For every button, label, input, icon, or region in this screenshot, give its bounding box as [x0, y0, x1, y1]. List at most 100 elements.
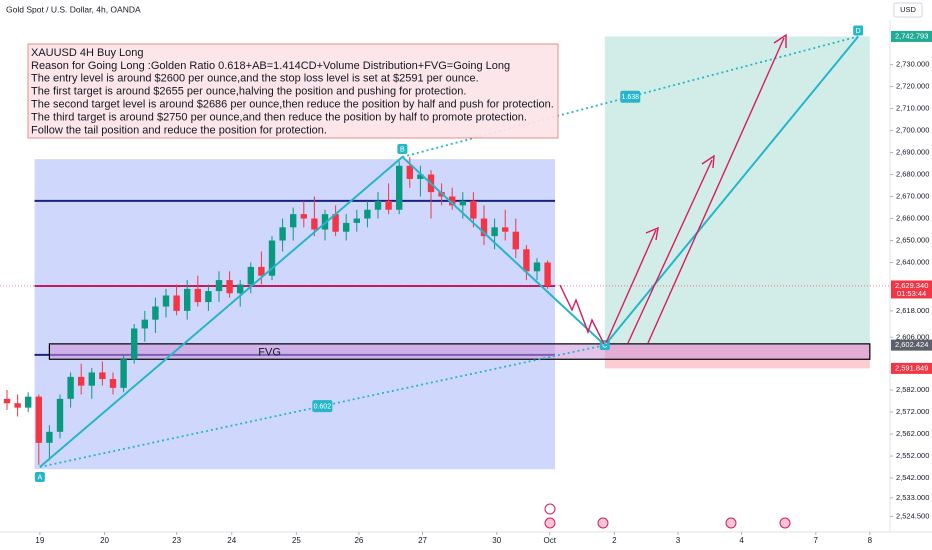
pattern-label: A [38, 474, 43, 481]
candle-body [194, 288, 201, 303]
ratio-label: 1.638 [622, 94, 640, 101]
y-tick-label: 2,582.000 [896, 385, 929, 394]
y-tick-label: 2,572.000 [896, 407, 929, 416]
y-tick-label: 2,710.000 [896, 104, 929, 113]
pattern-line [39, 35, 859, 468]
price-label: 2,602.424 [895, 340, 928, 349]
candle-body [512, 231, 519, 250]
x-tick-label: 30 [492, 536, 501, 545]
candle-body [14, 403, 21, 408]
range-box [34, 159, 556, 470]
countdown: 01:53:44 [897, 289, 926, 298]
candle-body [300, 214, 307, 219]
candle-body [162, 295, 170, 307]
pattern-badge [34, 472, 45, 483]
y-tick-label: 2,606.000 [896, 332, 929, 341]
candle-body [470, 200, 477, 219]
price-label: 2,629.340 [895, 281, 928, 290]
y-tick-label: 2,680.000 [896, 170, 929, 179]
candle-body [533, 262, 541, 272]
candle-body [35, 396, 42, 443]
y-tick-label: 2,542.000 [896, 473, 929, 482]
candle-body [88, 372, 95, 386]
pattern-label: B [400, 146, 405, 153]
target-zone [604, 36, 870, 346]
y-tick-label: 2,524.500 [896, 511, 929, 520]
x-tick-label: 19 [35, 536, 44, 545]
candle-body [502, 227, 509, 232]
annotation-line: The second target level is around $2686 … [31, 99, 554, 111]
candle-body [544, 262, 551, 286]
candle-body [258, 266, 265, 276]
candle-body [3, 398, 11, 404]
candle-body [67, 376, 74, 399]
ratio-line [39, 344, 606, 468]
candle-body [332, 214, 339, 232]
pattern-label: C [602, 342, 607, 349]
candle-body [417, 174, 424, 179]
pattern-badge [599, 340, 610, 351]
candle-body [279, 227, 286, 241]
fvg-label: FVG [258, 346, 281, 358]
x-tick-label: 24 [227, 536, 236, 545]
plot: 2,730.000 2,720.000 2,710.000 2,700.000 2,69… [0, 25, 929, 545]
candle-body [364, 209, 371, 219]
price-label-bg [891, 30, 932, 42]
price-label-bg [891, 280, 932, 299]
candle-body [152, 306, 159, 320]
price-label: 2,742.793 [895, 31, 928, 40]
y-tick-label: 2,533.000 [896, 493, 929, 502]
candle-body [491, 227, 498, 237]
currency-button[interactable] [893, 2, 923, 18]
candle-body [205, 291, 212, 303]
projection-arrows [559, 33, 787, 345]
x-tick-label: 7 [814, 536, 819, 545]
candle-body [215, 280, 223, 292]
x-tick-label: 3 [676, 536, 681, 545]
candle-body [449, 196, 456, 206]
x-tick-label: 8 [868, 536, 873, 545]
ratio-label: 0.602 [314, 403, 332, 410]
y-tick-label: 2,640.000 [896, 257, 929, 266]
x-tick-label: 25 [292, 536, 301, 545]
y-tick-label: 2,730.000 [896, 60, 929, 69]
annotation-line: The third target is around $2750 per oun… [31, 111, 527, 123]
y-tick-label: 2,618.000 [896, 306, 929, 315]
candle-body [56, 398, 64, 432]
candle-body [247, 266, 254, 285]
chart-title: Gold Spot / U.S. Dollar, 4h, OANDA [6, 4, 141, 14]
currency: USD [900, 5, 916, 14]
price-label: 2,591.849 [895, 363, 928, 372]
candle-body [131, 328, 138, 360]
candle-body [385, 200, 392, 210]
y-tick-label: 2,720.000 [896, 82, 929, 91]
x-tick-label: 20 [100, 536, 109, 545]
candle-body [459, 200, 466, 206]
y-tick-label: 2,650.000 [896, 235, 929, 244]
price-label-bg [891, 362, 932, 374]
candle-body [406, 165, 413, 179]
x-tick-label: 27 [418, 536, 427, 545]
candle-body [396, 165, 403, 210]
x-tick-label: 23 [172, 536, 181, 545]
ratio-badge [312, 400, 333, 413]
candle-body [480, 218, 488, 237]
y-tick-label: 2,700.000 [896, 126, 929, 135]
candle-body [99, 372, 106, 380]
candle-body [268, 240, 276, 276]
y-tick-label: 2,690.000 [896, 148, 929, 157]
candle-body [46, 431, 53, 443]
candle-body [237, 284, 244, 294]
x-tick-label: 4 [739, 536, 744, 545]
y-tick-label: 2,552.000 [896, 451, 929, 460]
pattern-badge [397, 143, 408, 154]
x-tick-label: 26 [354, 536, 363, 545]
candle-body [173, 295, 180, 311]
annotation-line: The entry level is around $2600 per ounc… [31, 73, 479, 85]
candle-body [78, 376, 85, 386]
candle-body [109, 379, 117, 388]
candle-body [141, 319, 148, 329]
pattern-badge [853, 25, 864, 36]
candle-body [226, 280, 233, 294]
